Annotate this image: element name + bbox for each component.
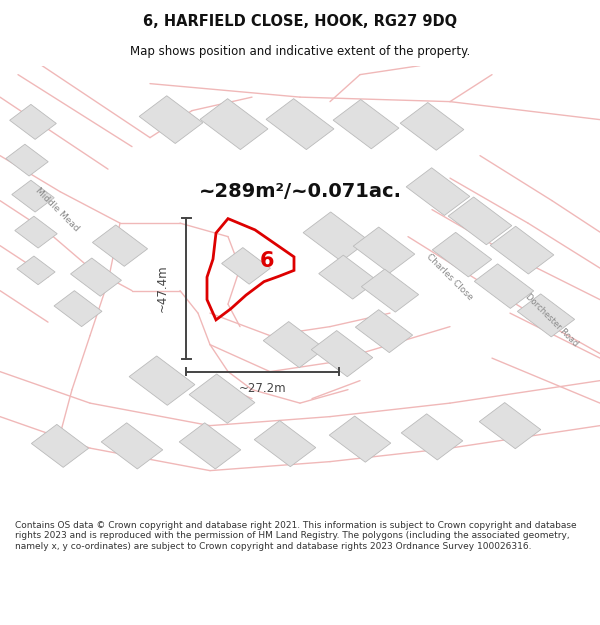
Bar xyxy=(319,255,377,299)
Bar xyxy=(17,256,55,285)
Bar xyxy=(361,269,419,312)
Bar xyxy=(71,258,121,296)
Text: 6, HARFIELD CLOSE, HOOK, RG27 9DQ: 6, HARFIELD CLOSE, HOOK, RG27 9DQ xyxy=(143,14,457,29)
Text: ~27.2m: ~27.2m xyxy=(239,382,286,395)
Text: Contains OS data © Crown copyright and database right 2021. This information is : Contains OS data © Crown copyright and d… xyxy=(15,521,577,551)
Bar xyxy=(12,180,54,212)
Bar xyxy=(448,197,512,245)
Bar xyxy=(406,168,470,216)
Bar xyxy=(333,99,399,149)
Bar xyxy=(401,414,463,460)
Bar xyxy=(101,422,163,469)
Bar xyxy=(139,96,203,144)
Text: Middle Mead: Middle Mead xyxy=(34,186,80,233)
Bar xyxy=(266,99,334,149)
Text: 6: 6 xyxy=(260,251,274,271)
Bar xyxy=(92,225,148,266)
Text: Map shows position and indicative extent of the property.: Map shows position and indicative extent… xyxy=(130,44,470,58)
Text: ~289m²/~0.071ac.: ~289m²/~0.071ac. xyxy=(199,182,401,201)
Bar xyxy=(129,356,195,405)
Text: Dorchester Road: Dorchester Road xyxy=(524,292,580,348)
Bar xyxy=(355,309,413,352)
Bar xyxy=(263,321,325,368)
Bar xyxy=(15,216,57,248)
Bar xyxy=(31,424,89,468)
Bar xyxy=(10,104,56,139)
Bar xyxy=(200,99,268,149)
Bar xyxy=(400,102,464,150)
Bar xyxy=(490,226,554,274)
Text: ~47.4m: ~47.4m xyxy=(155,264,169,312)
Bar xyxy=(221,248,271,284)
Text: Charles Close: Charles Close xyxy=(425,252,475,302)
Bar xyxy=(6,144,48,176)
Bar xyxy=(517,294,575,337)
Bar xyxy=(433,232,491,277)
Bar xyxy=(54,291,102,327)
Bar xyxy=(303,212,369,261)
Bar xyxy=(254,421,316,467)
Bar xyxy=(311,331,373,377)
Bar xyxy=(189,374,255,423)
Bar xyxy=(353,227,415,273)
Bar xyxy=(179,422,241,469)
Bar xyxy=(475,264,533,308)
Bar xyxy=(479,402,541,449)
Bar xyxy=(329,416,391,462)
